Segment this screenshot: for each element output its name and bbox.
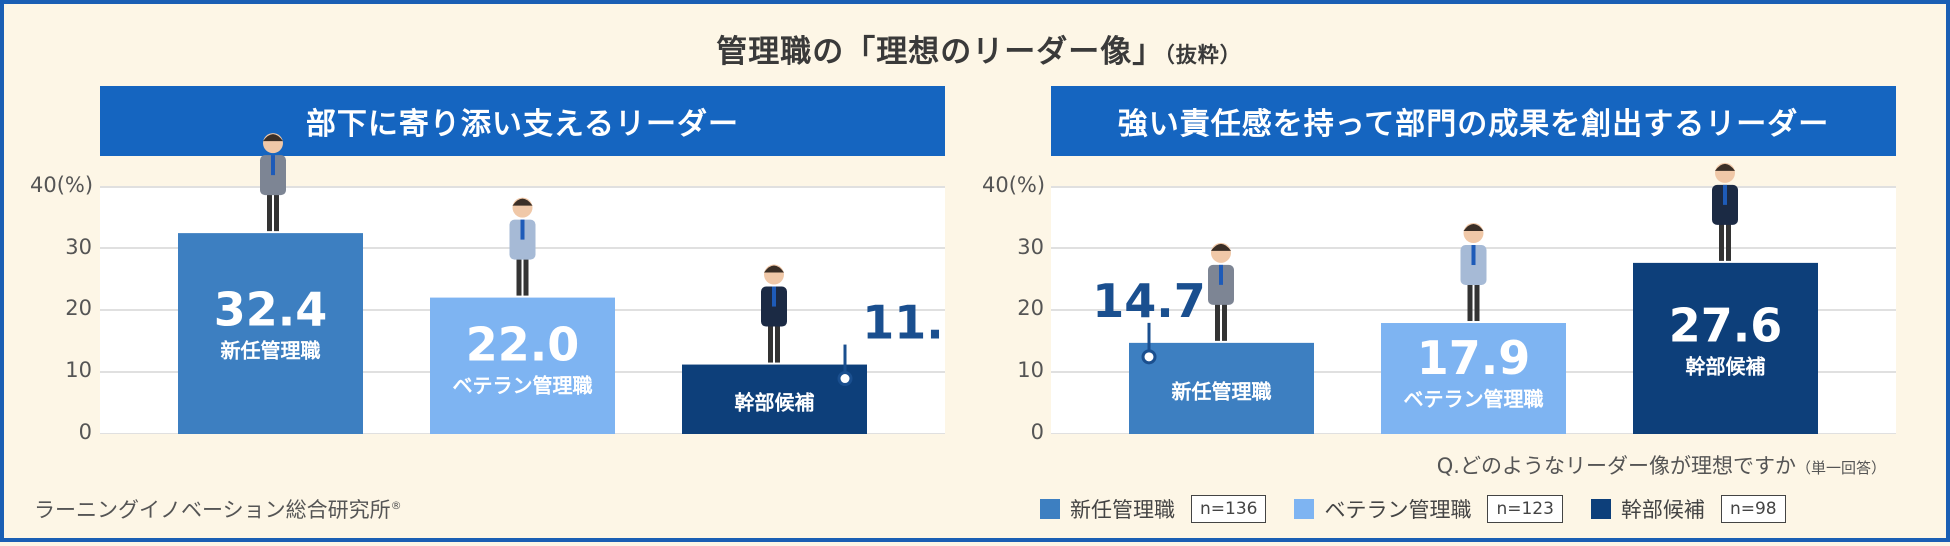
data-label: 14.7 — [1092, 274, 1206, 328]
y-tick-left: 10 — [65, 358, 92, 382]
panel-title: 強い責任感を持って部門の成果を創出するリーダー — [1051, 86, 1896, 156]
data-label: 11.2 — [862, 296, 945, 350]
survey-question: Q.どのようなリーダー像が理想ですか（単一回答） — [1437, 450, 1886, 480]
legend-sample-size: n=136 — [1191, 495, 1267, 523]
legend-label: 新任管理職 — [1070, 498, 1175, 522]
plot-area: 14.7 新任管理職 17.9 ベテラン管理職 27.6 幹部候補 — [1051, 186, 1896, 434]
main-title-text: 管理職の「理想のリーダー像」 — [716, 34, 1165, 70]
data-label: 17.9 — [1417, 331, 1531, 385]
bar — [430, 297, 615, 434]
legend-item: 幹部候補 n=98 — [1590, 494, 1786, 524]
bar — [1129, 342, 1314, 434]
source-text: ラーニングイノベーション総合研究所 — [34, 498, 391, 522]
bar — [1381, 323, 1566, 434]
legend-swatch — [1294, 499, 1315, 519]
y-tick-right: 0 — [1030, 420, 1044, 444]
category-label: 幹部候補 — [735, 390, 815, 414]
legend-sample-size: n=98 — [1720, 495, 1786, 523]
legend-item: ベテラン管理職 n=123 — [1294, 494, 1563, 524]
data-label: 22.0 — [466, 317, 580, 371]
bar — [1633, 262, 1818, 434]
legend-item: 新任管理職 n=136 — [1040, 494, 1267, 524]
source-credit: ラーニングイノベーション総合研究所® — [34, 494, 402, 524]
y-tick-right: 10 — [1017, 358, 1044, 382]
legend-swatch — [1590, 499, 1611, 519]
legend-label: 幹部候補 — [1620, 498, 1705, 522]
category-label: 幹部候補 — [1686, 355, 1766, 379]
y-axis-unit-right: 40(%) — [982, 173, 1046, 197]
panel-title: 部下に寄り添い支えるリーダー — [100, 86, 945, 156]
category-label: ベテラン管理職 — [453, 373, 593, 397]
category-label: 新任管理職 — [221, 339, 321, 363]
chart-panel-right: 強い責任感を持って部門の成果を創出するリーダー 14.7 新任管理職 17.9 ベテラ… — [1051, 86, 1896, 434]
y-tick-right: 30 — [1017, 235, 1044, 259]
y-tick-left: 30 — [65, 235, 92, 259]
legend-swatch — [1040, 499, 1060, 519]
leader-dot — [837, 371, 853, 387]
y-tick-left: 20 — [65, 296, 92, 320]
question-text: Q.どのようなリーダー像が理想ですか — [1436, 454, 1796, 478]
registered-mark: ® — [390, 499, 402, 512]
main-title-suffix: （抜粋） — [1164, 43, 1242, 67]
legend-label: ベテラン管理職 — [1324, 498, 1472, 522]
legend-sample-size: n=123 — [1487, 495, 1563, 523]
category-label: ベテラン管理職 — [1404, 387, 1544, 411]
y-axis-unit-left: 40(%) — [30, 173, 94, 197]
y-tick-right: 20 — [1017, 296, 1044, 320]
data-label: 32.4 — [214, 283, 328, 337]
main-title: 管理職の「理想のリーダー像」（抜粋） — [4, 26, 1950, 71]
data-label: 27.6 — [1669, 299, 1783, 353]
bar — [682, 364, 867, 434]
y-tick-left: 0 — [78, 420, 92, 444]
category-label: 新任管理職 — [1172, 379, 1272, 403]
leader-dot — [1141, 349, 1157, 365]
bar — [178, 233, 363, 434]
legend: 新任管理職 n=136 ベテラン管理職 n=123 幹部候補 n=98 — [1040, 492, 1814, 526]
question-note: （単一回答） — [1795, 459, 1886, 477]
